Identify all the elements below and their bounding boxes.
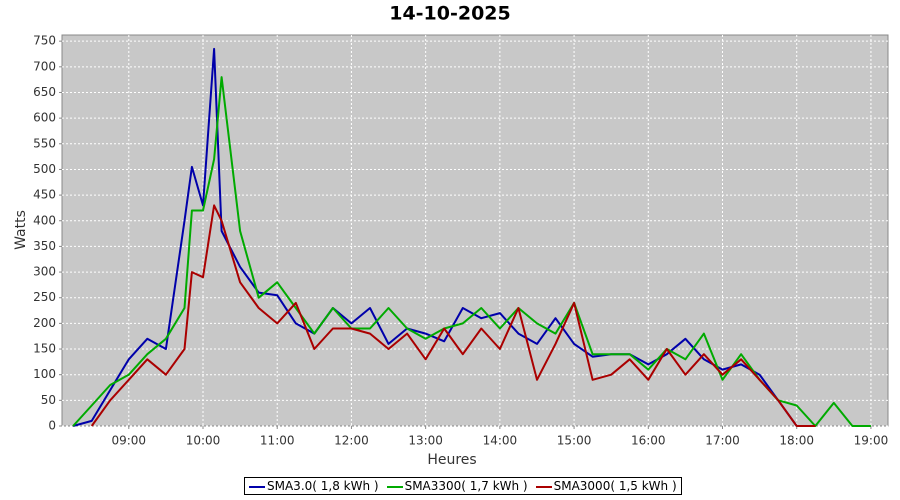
legend-label: SMA3300( 1,7 kWh ) <box>404 479 528 493</box>
series-line <box>90 204 816 427</box>
chart-title: 14-10-2025 <box>389 3 511 25</box>
x-tick-label: 09:00 <box>111 434 146 448</box>
x-tick-label: 13:00 <box>408 434 443 448</box>
y-tick-label: 50 <box>41 393 56 407</box>
y-tick-label: 700 <box>33 59 56 73</box>
y-tick-label: 750 <box>33 34 56 48</box>
legend-item: SMA3000( 1,5 kWh ) <box>535 479 677 493</box>
y-tick-label: 400 <box>33 213 56 227</box>
y-tick-label: 200 <box>33 316 56 330</box>
y-tick-label: 500 <box>33 162 56 176</box>
plot-area <box>61 34 889 427</box>
legend-label: SMA3.0( 1,8 kWh ) <box>267 479 379 493</box>
x-axis-label: Heures <box>427 452 476 468</box>
legend-item: SMA3300( 1,7 kWh ) <box>386 479 528 493</box>
chart: 14-10-2025 Heures Watts 0 50 100 150 200 250 3… <box>13 3 889 468</box>
legend-swatch <box>535 485 552 488</box>
x-tick-label: 12:00 <box>334 434 369 448</box>
x-tick-label: 10:00 <box>186 434 221 448</box>
x-tick-label: 14:00 <box>483 434 518 448</box>
y-tick-label: 0 <box>48 419 56 433</box>
y-axis-label: Watts <box>13 210 29 250</box>
y-tick-label: 450 <box>33 188 56 202</box>
x-tick-label: 19:00 <box>854 434 889 448</box>
y-tick-label: 350 <box>33 239 56 253</box>
y-tick-label: 600 <box>33 111 56 125</box>
y-tick-label: 250 <box>33 290 56 304</box>
x-tick-label: 17:00 <box>705 434 740 448</box>
x-tick-label: 16:00 <box>631 434 666 448</box>
y-tick-label: 100 <box>33 367 56 381</box>
x-tick-label: 11:00 <box>260 434 295 448</box>
y-tick-label: 300 <box>33 265 56 279</box>
y-tick-label: 650 <box>33 85 56 99</box>
legend: SMA3.0( 1,8 kWh ) SMA3300( 1,7 kWh ) SMA30… <box>244 477 682 495</box>
legend-item: SMA3.0( 1,8 kWh ) <box>249 479 379 493</box>
y-tick-label: 150 <box>33 342 56 356</box>
x-tick-label: 18:00 <box>779 434 814 448</box>
legend-swatch <box>386 485 403 488</box>
y-tick-label: 550 <box>33 136 56 150</box>
legend-swatch <box>249 485 265 488</box>
x-tick-label: 15:00 <box>557 434 592 448</box>
legend-label: SMA3000( 1,5 kWh ) <box>553 479 677 493</box>
